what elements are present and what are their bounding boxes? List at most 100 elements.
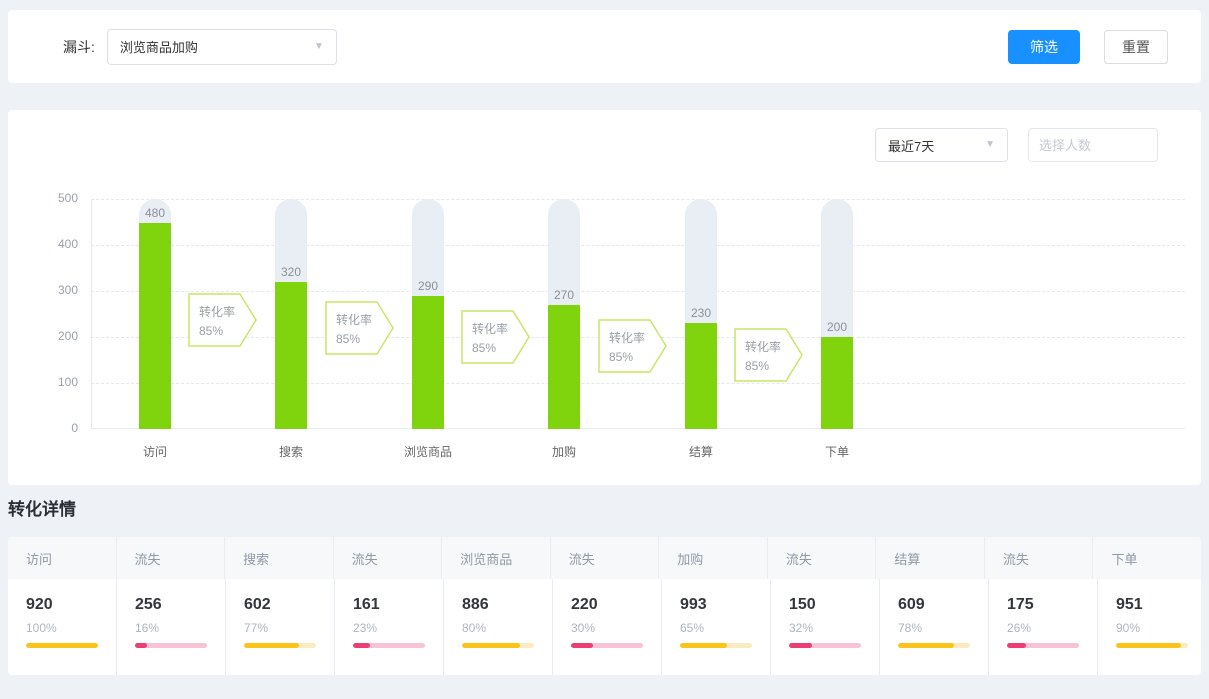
conversion-label: 转化率 bbox=[472, 321, 508, 336]
funnel-bar: 230 结算 bbox=[685, 199, 717, 459]
table-cell: 993 65% bbox=[662, 579, 771, 675]
table-cell: 175 26% bbox=[989, 579, 1098, 675]
progress-fill bbox=[244, 643, 300, 648]
chart-controls: 最近7天 ▼ bbox=[875, 128, 1158, 162]
funnel-label: 漏斗: bbox=[63, 38, 95, 55]
bar-category-label: 搜索 bbox=[278, 445, 304, 459]
bar-fill bbox=[275, 281, 307, 429]
cell-value: 161 bbox=[353, 596, 380, 613]
gridline bbox=[91, 383, 1185, 384]
table-header-cell: 流失 bbox=[334, 537, 443, 579]
funnel-select[interactable]: 浏览商品加购 ▼ bbox=[106, 28, 337, 65]
conversion-rate-badge: 转化率 85% bbox=[188, 293, 257, 347]
bar-value-label: 230 bbox=[690, 306, 712, 321]
conversion-value: 85% bbox=[745, 359, 769, 373]
conversion-rate-badge: 转化率 85% bbox=[461, 310, 530, 364]
cell-percent: 23% bbox=[353, 621, 378, 635]
cell-percent: 65% bbox=[680, 621, 705, 635]
bar-value-label: 270 bbox=[553, 287, 575, 302]
table-cell: 951 90% bbox=[1098, 579, 1201, 675]
cell-percent: 80% bbox=[462, 621, 487, 635]
bar-fill bbox=[685, 323, 717, 429]
table-cell: 220 30% bbox=[553, 579, 662, 675]
conversion-value: 85% bbox=[199, 324, 223, 338]
cell-value: 609 bbox=[898, 596, 925, 613]
badge-arrow-shape bbox=[734, 328, 803, 382]
table-header-cell: 结算 bbox=[876, 537, 985, 579]
bar-value-label: 200 bbox=[826, 320, 848, 334]
table-header-cell: 流失 bbox=[551, 537, 660, 579]
progress-bar bbox=[571, 643, 643, 648]
y-tick: 400 bbox=[57, 237, 78, 251]
y-tick: 0 bbox=[71, 421, 78, 435]
funnel-bar: 320 搜索 bbox=[275, 199, 307, 459]
table-header-cell: 流失 bbox=[985, 537, 1094, 579]
badge-arrow-shape bbox=[188, 293, 257, 347]
filter-button[interactable]: 筛选 bbox=[1008, 29, 1080, 64]
reset-button[interactable]: 重置 bbox=[1104, 29, 1168, 64]
date-range-select[interactable]: 最近7天 ▼ bbox=[875, 128, 1008, 162]
table-header-cell: 访问 bbox=[8, 537, 117, 579]
plot-area: 480 访问 320 搜索 290 浏览商品 270 加购 230 结算 bbox=[91, 199, 1185, 459]
conversion-label: 转化率 bbox=[609, 330, 645, 345]
conversion-value: 85% bbox=[609, 350, 633, 364]
bar-value-label: 290 bbox=[417, 278, 439, 293]
bar-category-label: 下单 bbox=[824, 445, 850, 459]
progress-bar bbox=[680, 643, 752, 648]
cell-percent: 16% bbox=[135, 621, 160, 635]
progress-fill bbox=[135, 643, 147, 648]
conversion-rate-badge: 转化率 85% bbox=[734, 328, 803, 382]
cell-value: 886 bbox=[462, 596, 489, 613]
cell-percent: 77% bbox=[244, 621, 269, 635]
cell-percent: 78% bbox=[898, 621, 923, 635]
table-cell: 256 16% bbox=[117, 579, 226, 675]
section-title: 转化详情 bbox=[8, 500, 76, 519]
table-header-cell: 流失 bbox=[768, 537, 877, 579]
progress-fill bbox=[571, 643, 593, 648]
table-cell: 150 32% bbox=[771, 579, 880, 675]
conversion-rate-badge: 转化率 85% bbox=[325, 301, 394, 355]
table-header-cell: 搜索 bbox=[225, 537, 334, 579]
table-header-cell: 下单 bbox=[1111, 551, 1138, 567]
funnel-bar: 200 下单 bbox=[821, 199, 853, 459]
cell-value: 951 bbox=[1116, 596, 1143, 613]
cell-value: 175 bbox=[1007, 596, 1034, 613]
table-header-cell: 加购 bbox=[659, 537, 768, 579]
cell-percent: 32% bbox=[789, 621, 814, 635]
gridline bbox=[91, 199, 1185, 200]
progress-bar bbox=[1007, 643, 1079, 648]
bar-category-label: 访问 bbox=[142, 445, 168, 459]
table-body-row: 920 100% 256 16% 602 77% 161 23% 886 80%… bbox=[8, 579, 1201, 675]
table-cell: 886 80% bbox=[444, 579, 553, 675]
table-cell: 161 23% bbox=[335, 579, 444, 675]
bar-fill bbox=[139, 223, 171, 429]
badge-arrow-shape bbox=[325, 301, 394, 355]
progress-bar bbox=[462, 643, 534, 648]
badge-arrow-shape bbox=[461, 310, 530, 364]
badge-arrow-shape bbox=[598, 319, 667, 373]
conversion-label: 转化率 bbox=[199, 304, 235, 319]
filter-bar: 漏斗: 浏览商品加购 ▼ 筛选 重置 bbox=[8, 10, 1201, 83]
cell-value: 256 bbox=[135, 596, 162, 613]
table-header-cell: 流失 bbox=[117, 537, 226, 579]
cell-value: 602 bbox=[244, 596, 271, 613]
progress-bar bbox=[26, 643, 98, 648]
progress-bar bbox=[135, 643, 207, 648]
conversion-rate-badge: 转化率 85% bbox=[598, 319, 667, 373]
cell-value: 993 bbox=[680, 596, 707, 613]
people-count-input[interactable] bbox=[1028, 128, 1158, 162]
table-cell: 602 77% bbox=[226, 579, 335, 675]
progress-bar bbox=[898, 643, 970, 648]
progress-bar bbox=[1116, 643, 1188, 648]
funnel-bar: 290 浏览商品 bbox=[404, 199, 452, 459]
table-header-cell: 浏览商品 bbox=[442, 537, 551, 579]
conversion-value: 85% bbox=[472, 341, 496, 355]
bar-value-label: 480 bbox=[144, 206, 166, 220]
funnel-bar: 480 访问 bbox=[139, 199, 171, 459]
funnel-bar: 270 加购 bbox=[548, 199, 580, 459]
y-tick: 500 bbox=[57, 191, 78, 205]
cell-value: 150 bbox=[789, 596, 816, 613]
cell-percent: 100% bbox=[26, 621, 57, 635]
progress-bar bbox=[789, 643, 861, 648]
progress-fill bbox=[26, 643, 98, 648]
